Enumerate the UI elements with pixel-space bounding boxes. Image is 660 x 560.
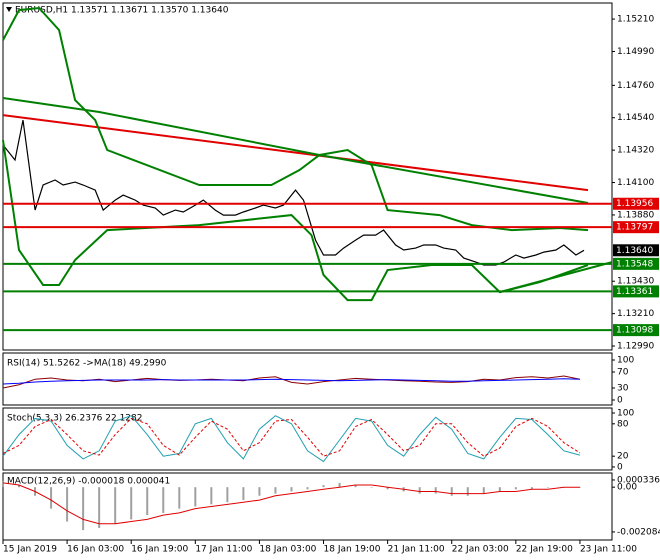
macd-bar bbox=[258, 487, 261, 496]
series-line bbox=[2, 378, 580, 385]
level-box bbox=[613, 197, 659, 210]
macd-bar bbox=[482, 487, 485, 494]
y-tick-label: 1.14320 bbox=[617, 146, 654, 156]
macd-bar bbox=[146, 487, 149, 516]
y-tick-label: 1.13880 bbox=[617, 210, 654, 220]
macd-bar bbox=[290, 487, 293, 492]
macd-bar bbox=[242, 487, 245, 501]
main-panel bbox=[2, 2, 613, 351]
macd-bar bbox=[66, 487, 69, 522]
macd-bar bbox=[578, 487, 581, 488]
y-tick-label: 1.13430 bbox=[617, 277, 654, 287]
x-tick-label: 18 Jan 19:00 bbox=[324, 545, 381, 555]
y-tick-label: 80 bbox=[617, 419, 629, 429]
level-label: 1.13361 bbox=[616, 287, 653, 297]
macd-bar bbox=[210, 487, 213, 505]
y-tick-label: 0.000336 bbox=[617, 475, 660, 485]
series-line bbox=[499, 261, 613, 294]
y-tick-label: 1.15210 bbox=[617, 15, 654, 25]
rsi-label: RSI(14) 51.5262 ->MA(18) 49.2990 bbox=[7, 359, 167, 369]
y-tick-label: 20 bbox=[617, 452, 629, 462]
macd-bar bbox=[194, 487, 197, 507]
x-tick-label: 21 Jan 11:00 bbox=[388, 545, 445, 555]
x-tick-label: 22 Jan 19:00 bbox=[516, 545, 573, 555]
x-tick-label: 17 Jan 11:00 bbox=[195, 545, 252, 555]
series-line bbox=[2, 114, 589, 192]
macd-bar bbox=[130, 487, 133, 520]
macd-bar bbox=[466, 487, 469, 496]
macd-bar bbox=[418, 487, 421, 494]
x-tick-label: 18 Jan 03:00 bbox=[259, 545, 316, 555]
macd-bar bbox=[434, 487, 437, 494]
macd-bar bbox=[322, 485, 325, 488]
rsi-panel bbox=[2, 352, 613, 406]
macd-bar bbox=[162, 487, 165, 513]
level-box bbox=[613, 257, 659, 270]
y-tick-label: 30 bbox=[617, 384, 629, 394]
series-line bbox=[2, 482, 580, 525]
y-tick-label: 1.12990 bbox=[617, 342, 654, 352]
macd-bar bbox=[530, 487, 533, 490]
macd-bar bbox=[114, 487, 117, 524]
x-tick-label: 23 Jan 11:00 bbox=[580, 545, 637, 555]
stoch-panel bbox=[2, 407, 613, 471]
level-label: 1.13797 bbox=[616, 223, 653, 233]
macd-bar bbox=[514, 487, 517, 490]
y-tick-label: 0 bbox=[617, 396, 623, 406]
macd-bar bbox=[226, 487, 229, 503]
chart-title: EURUSD,H1 1.13571 1.13671 1.13570 1.1364… bbox=[15, 6, 229, 16]
macd-bar bbox=[18, 485, 21, 488]
x-tick-label: 16 Jan 03:00 bbox=[67, 545, 124, 555]
series-line bbox=[2, 97, 589, 204]
series-line bbox=[2, 417, 581, 457]
x-tick-label: 15 Jan 2019 bbox=[3, 545, 57, 555]
macd-bar bbox=[306, 487, 309, 490]
macd-bar bbox=[338, 482, 341, 488]
y-tick-label: 1.14990 bbox=[617, 47, 654, 57]
series-line bbox=[2, 415, 581, 463]
y-tick-label: 100 bbox=[617, 356, 634, 366]
y-tick-label: 1.14760 bbox=[617, 81, 654, 91]
y-tick-label: 1.14540 bbox=[617, 113, 654, 123]
level-label: 1.13548 bbox=[616, 259, 653, 269]
level-box bbox=[613, 221, 659, 234]
macd-bar bbox=[546, 487, 549, 488]
level-box bbox=[613, 324, 659, 337]
macd-bar bbox=[386, 487, 389, 490]
macd-bar bbox=[50, 487, 53, 509]
x-tick-label: 22 Jan 03:00 bbox=[452, 545, 509, 555]
level-label: 1.13956 bbox=[616, 199, 653, 209]
level-label: 1.13098 bbox=[616, 326, 653, 336]
level-box bbox=[613, 285, 659, 298]
macd-bar bbox=[2, 480, 4, 488]
price-box bbox=[613, 244, 659, 257]
macd-bar bbox=[98, 487, 101, 528]
y-tick-label: -0.002084 bbox=[617, 527, 660, 537]
y-tick-label: 70 bbox=[617, 368, 629, 378]
y-tick-label: 0.00 bbox=[617, 483, 637, 493]
symbol-arrow bbox=[6, 7, 12, 12]
y-tick-label: 1.14100 bbox=[617, 178, 654, 188]
series-line bbox=[2, 375, 580, 389]
macd-bar bbox=[370, 487, 373, 488]
macd-bar bbox=[178, 487, 181, 509]
macd-panel bbox=[2, 472, 613, 541]
macd-bar bbox=[274, 487, 277, 494]
macd-bar bbox=[450, 487, 453, 496]
price-label: 1.13640 bbox=[616, 246, 653, 256]
stoch-label: Stoch(5,3,3) 26.2376 22.1282 bbox=[7, 414, 142, 424]
x-tick-label: 16 Jan 19:00 bbox=[131, 545, 188, 555]
macd-bar bbox=[354, 485, 357, 488]
y-tick-label: 100 bbox=[617, 409, 634, 419]
y-tick-label: 1.13210 bbox=[617, 309, 654, 319]
series-line bbox=[2, 6, 589, 232]
y-tick-label: 0 bbox=[617, 462, 623, 472]
macd-bar bbox=[498, 487, 501, 492]
macd-label: MACD(12,26,9) -0.000018 0.000041 bbox=[7, 477, 170, 487]
macd-bar bbox=[82, 487, 85, 531]
